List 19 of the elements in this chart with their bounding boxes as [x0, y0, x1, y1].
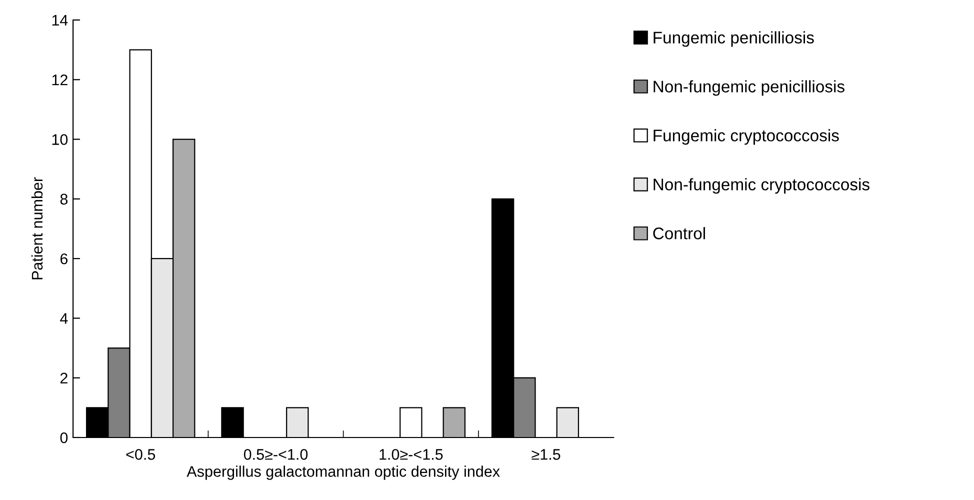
x-tick-label: ≥1.5	[532, 449, 560, 460]
y-tick-label: 0	[60, 432, 68, 444]
y-tick-label: 6	[60, 253, 68, 264]
legend-label: Fungemic cryptococcosis	[654, 129, 839, 145]
legend-label: Fungemic penicilliosis	[654, 31, 814, 47]
y-tick-label: 8	[60, 194, 68, 205]
x-tick-label: 0.5≥-<1.0	[244, 449, 308, 460]
y-tick-label: 4	[60, 313, 68, 324]
y-axis-title: Patient number	[31, 177, 43, 280]
y-tick-label: 10	[52, 134, 68, 145]
x-tick-label: <0.5	[126, 449, 156, 460]
x-tick-label: 1.0≥-<1.5	[380, 449, 443, 460]
legend-label: Control	[653, 227, 705, 240]
legend-label: Non-fungemic cryptococcosis	[654, 178, 870, 194]
y-tick-label: 14	[52, 15, 68, 26]
y-tick-label: 12	[52, 74, 68, 86]
y-tick-label: 2	[60, 372, 68, 384]
x-axis-title: Aspergillus galactomannan optic density index	[186, 466, 500, 480]
legend-label: Non-fungemic penicilliosis	[654, 80, 844, 96]
